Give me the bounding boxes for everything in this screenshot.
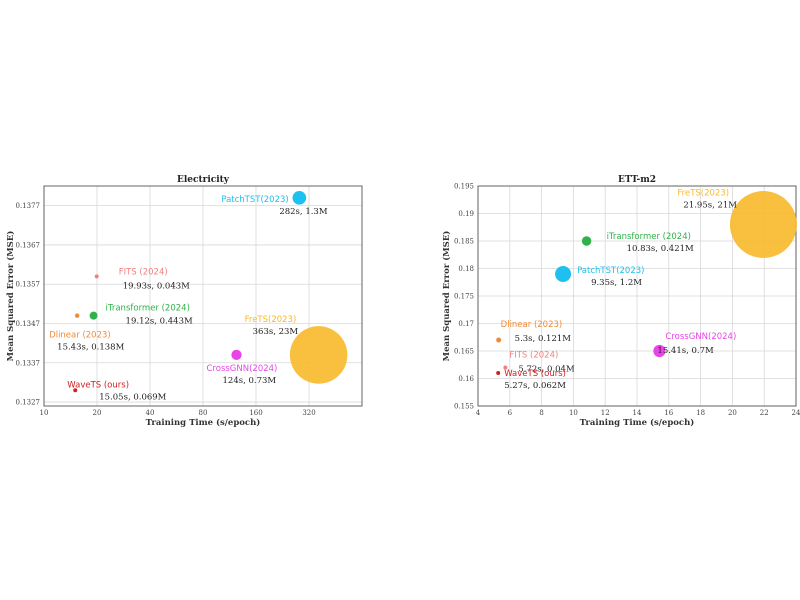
x-axis-label: Training Time (s/epoch) (580, 417, 695, 428)
data-point (729, 191, 797, 258)
data-point (496, 371, 501, 375)
y-tick-label: 0.19 (458, 210, 474, 218)
data-point (555, 266, 572, 282)
y-tick-label: 0.185 (454, 238, 474, 246)
x-tick-label: 18 (696, 409, 705, 417)
x-tick-label: 12 (601, 409, 610, 417)
point-name-label: Dlinear (2023) (49, 331, 111, 341)
point-detail-label: 19.12s, 0.443M (126, 317, 193, 327)
y-tick-label: 0.1377 (16, 202, 41, 210)
x-tick-label: 22 (760, 409, 769, 417)
point-name-label: FITS (2024) (119, 267, 168, 277)
data-point (289, 326, 348, 384)
y-tick-label: 0.1337 (16, 359, 41, 367)
y-tick-label: 0.1367 (16, 241, 41, 249)
y-tick-label: 0.17 (458, 320, 474, 328)
data-point (231, 349, 242, 361)
point-detail-label: 10.83s, 0.421M (627, 244, 694, 254)
data-point (74, 313, 80, 318)
x-tick-label: 4 (476, 409, 481, 417)
y-tick-label: 0.1357 (16, 281, 41, 289)
x-tick-label: 320 (302, 409, 315, 417)
point-detail-label: 5.3s, 0.121M (515, 334, 572, 344)
point-detail-label: 15.41s, 0.7M (657, 346, 714, 356)
point-detail-label: 124s, 0.73M (223, 376, 277, 386)
point-detail-label: 282s, 1.3M (279, 207, 328, 217)
x-tick-label: 20 (728, 409, 737, 417)
y-tick-label: 0.1347 (16, 320, 41, 328)
x-tick-label: 16 (664, 409, 673, 417)
x-tick-label: 24 (792, 409, 800, 417)
y-tick-label: 0.1327 (16, 399, 41, 407)
data-point (94, 274, 99, 279)
point-detail-label: 15.43s, 0.138M (57, 343, 124, 353)
x-tick-label: 6 (508, 409, 513, 417)
point-name-label: FITS (2024) (509, 351, 558, 361)
point-name-label: CrossGNN(2024) (207, 364, 278, 374)
data-point (292, 190, 307, 205)
chart-0: 10 20 40 80 160 320 0.1327 0.1337 0.1347 0.1357 0.… (5, 175, 363, 428)
y-axis-label: Mean Squared Error (MSE) (5, 231, 16, 362)
y-tick-label: 0.165 (454, 348, 474, 356)
data-point (496, 337, 502, 343)
point-detail-label: 21.95s, 21M (683, 201, 737, 211)
chart-title: Electricity (177, 175, 230, 185)
y-axis-label: Mean Squared Error (MSE) (441, 231, 452, 362)
y-tick-label: 0.155 (454, 403, 474, 411)
y-tick-label: 0.16 (458, 375, 474, 383)
point-name-label: CrossGNN(2024) (665, 332, 736, 342)
chart-title: ETT-m2 (618, 175, 656, 185)
data-point (653, 344, 666, 358)
x-tick-label: 40 (146, 409, 155, 417)
point-detail-label: 9.35s, 1.2M (591, 278, 642, 288)
x-tick-label: 14 (633, 409, 642, 417)
y-tick-label: 0.18 (458, 265, 474, 273)
data-point (503, 365, 508, 370)
plot-frame (477, 185, 797, 407)
point-name-label: WaveTS (ours) (67, 380, 129, 390)
x-tick-label: 10 (569, 409, 578, 417)
y-tick-label: 0.175 (454, 293, 474, 301)
point-name-label: iTransformer (2024) (607, 232, 691, 242)
point-name-label: FreTS(2023) (677, 189, 729, 199)
point-name-label: iTransformer (2024) (106, 304, 190, 314)
x-tick-label: 160 (249, 409, 262, 417)
x-tick-label: 8 (539, 409, 543, 417)
x-tick-label: 10 (40, 409, 49, 417)
y-tick-label: 0.195 (454, 183, 474, 191)
point-detail-label: 19.93s, 0.043M (123, 281, 190, 291)
data-point (73, 388, 78, 393)
point-name-label: PatchTST(2023) (577, 266, 644, 276)
data-point (581, 236, 592, 246)
point-detail-label: 15.05s, 0.069M (99, 392, 166, 402)
point-detail-label: 5.27s, 0.062M (504, 381, 566, 391)
point-detail-label: 5.72s, 0.04M (518, 365, 575, 375)
point-name-label: FreTS(2023) (245, 315, 297, 325)
data-point (89, 311, 98, 320)
point-detail-label: 363s, 23M (253, 327, 299, 337)
point-name-label: WaveTS (ours) (504, 369, 566, 379)
chart-1: 4 6 8 10 12 14 16 18 20 22 24 0.155 0.16 0.165 0.17 0.1… (441, 175, 800, 428)
x-tick-label: 80 (199, 409, 208, 417)
point-name-label: Dlinear (2023) (501, 320, 563, 330)
x-tick-label: 20 (93, 409, 102, 417)
point-name-label: PatchTST(2023) (221, 195, 288, 205)
x-axis-label: Training Time (s/epoch) (146, 417, 261, 428)
plot-frame (43, 185, 363, 407)
